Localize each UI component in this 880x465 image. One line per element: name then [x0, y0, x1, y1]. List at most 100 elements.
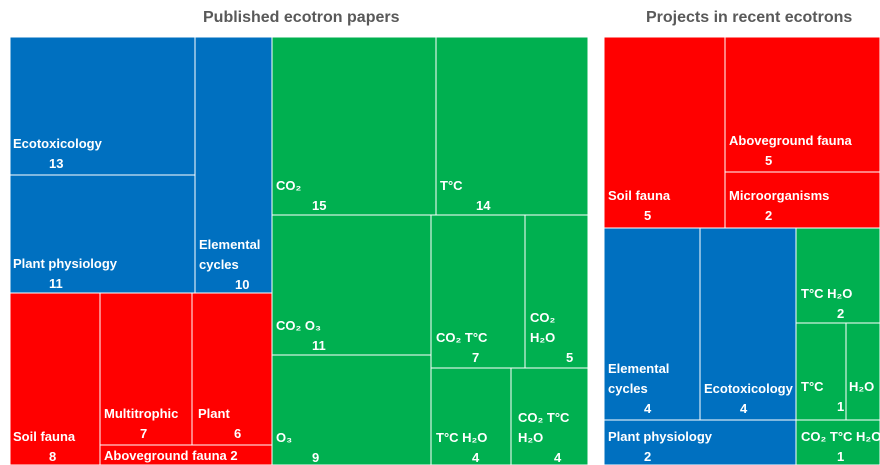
treemap-label-line: Aboveground fauna	[729, 133, 853, 148]
chart-title-projects: Projects in recent ecotrons	[646, 9, 853, 26]
treemap-label-line: 2	[765, 208, 772, 223]
treemap-label-ecotoxicology-13: Ecotoxicology 13	[13, 136, 103, 171]
treemap-label-line: 5	[765, 153, 772, 168]
treemap-cell-t-c-h-o-4	[430, 367, 512, 465]
treemap-label-line: 11	[49, 276, 63, 291]
treemap-label-line: 7	[472, 350, 479, 365]
treemap-label-line: Soil fauna	[608, 188, 671, 203]
treemap-label-line: Elemental	[608, 361, 669, 376]
treemap-cell-ecotoxicology-4	[699, 227, 797, 421]
treemap-label-plant-physiology-2: Plant physiology 2	[608, 429, 713, 464]
treemap-label-line: H₂O	[530, 330, 555, 345]
treemap-label-line: CO₂	[276, 178, 302, 193]
treemap-cell-t-c-1	[795, 322, 847, 421]
treemap-label-co-t-c-h-o-1: CO₂ T°C H₂O 1	[801, 429, 880, 464]
treemap-cell-t-c-h-o-2	[795, 227, 880, 324]
treemap-label-soil-fauna-5: Soil fauna 5	[608, 188, 671, 223]
treemap-label-line: T°C	[801, 379, 824, 394]
treemap-label-line: T°C H₂O	[801, 286, 852, 301]
treemap-cell-co-t-c-h-o-1	[795, 419, 880, 465]
treemap-cell-co-t-c-4	[510, 367, 589, 465]
treemap-label-line: 6	[234, 426, 241, 441]
treemap-cell-microorganisms-2	[724, 171, 880, 229]
treemap-label-microorganisms-2: Microorganisms 2	[729, 188, 829, 223]
treemap-label-co-15: CO₂ 15	[276, 178, 326, 213]
treemap-cell-ecotoxicology-13	[9, 36, 196, 176]
treemap-label-line: 1	[837, 449, 844, 464]
treemap-label-multitrophic-7: Multitrophic 7	[104, 406, 178, 441]
treemap-cell-plant-physiology-11	[9, 174, 196, 294]
treemap-label-line: Plant	[198, 406, 230, 421]
treemap-label-line: Aboveground fauna 2	[104, 448, 238, 463]
treemap-label-line: Plant physiology	[608, 429, 713, 444]
treemap-label-line: CO₂ T°C	[518, 410, 570, 425]
treemap-label-elemental-4: Elemental cycles 4	[608, 361, 669, 416]
treemap-label-soil-fauna-8: Soil fauna 8	[13, 429, 76, 464]
treemap-label-line: 14	[476, 198, 491, 213]
treemap-cell-o-9	[271, 354, 432, 465]
treemap-label-line: H₂O	[518, 430, 543, 445]
treemap-label-line: cycles	[199, 257, 239, 272]
treemap-label-line: T°C	[440, 178, 463, 193]
treemap-label-line: 11	[312, 338, 326, 353]
treemap-label-line: CO₂ T°C	[436, 330, 488, 345]
treemap-label-t-c-14: T°C 14	[440, 178, 491, 213]
treemap-label-line: O₃	[276, 430, 292, 445]
treemap-label-aboveground-fauna-5: Aboveground fauna 5	[729, 133, 853, 168]
treemap-label-line: 4	[740, 401, 748, 416]
treemap-label-line: 8	[49, 449, 56, 464]
treemap-cell-co-o-11	[271, 214, 432, 356]
treemap-label-line: 7	[140, 426, 147, 441]
treemap-label-line: Ecotoxicology	[704, 381, 794, 396]
treemap-label-co-o-11: CO₂ O₃ 11	[276, 318, 326, 353]
treemap-label-line: CO₂ T°C H₂O	[801, 429, 880, 444]
treemap-label-line: 4	[472, 450, 480, 465]
treemap-label-line: 4	[554, 450, 562, 465]
treemap-label-elemental-10: Elemental cycles 10	[199, 237, 260, 292]
treemap-label-plant-physiology-11: Plant physiology 11	[13, 256, 118, 291]
treemap-cell-plant-physiology-2	[603, 419, 797, 465]
treemap-cell-co-t-c-7	[430, 214, 526, 369]
treemap-label-line: H₂O	[849, 379, 874, 394]
chart-title-published: Published ecotron papers	[203, 9, 400, 26]
treemap-label-line: Multitrophic	[104, 406, 178, 421]
treemap-label-line: CO₂ O₃	[276, 318, 321, 333]
treemap-cell-multitrophic-7	[99, 292, 193, 446]
treemap-label-t-c-h-o-4: T°C H₂O 4	[436, 430, 487, 465]
treemap-label-plant-6: Plant 6	[198, 406, 241, 441]
treemap-label-line: Plant physiology	[13, 256, 118, 271]
treemap-label-line: 15	[312, 198, 326, 213]
treemap-cell-t-c-14	[435, 36, 589, 216]
treemap-label-line: cycles	[608, 381, 648, 396]
treemap-label-t-c-h-o-2: T°C H₂O 2	[801, 286, 852, 321]
treemap-label-line: T°C H₂O	[436, 430, 487, 445]
treemap-label-line: Ecotoxicology	[13, 136, 103, 151]
treemap-cell-plant-6	[191, 292, 273, 446]
treemap-label-line: 5	[566, 350, 573, 365]
treemap-cell-h-o-1	[845, 322, 880, 421]
treemap-cell-elemental-10	[194, 36, 273, 294]
treemap-label-line: 5	[644, 208, 651, 223]
treemap-label-t-c-1: T°C 1	[801, 379, 844, 414]
treemap-cell-co-5	[524, 214, 589, 369]
treemap-label-co-t-c-7: CO₂ T°C 7	[436, 330, 488, 365]
treemap-label-line: Microorganisms	[729, 188, 829, 203]
treemap-label-aboveground-fauna-2-2: Aboveground fauna 2	[104, 448, 238, 463]
treemap-label-line: 2	[644, 449, 651, 464]
treemap-label-co-5: CO₂ H₂O 5	[530, 310, 573, 365]
treemap-label-line: 2	[837, 306, 844, 321]
treemap-cell-aboveground-fauna-5	[724, 36, 880, 173]
treemap-cell-soil-fauna-5	[603, 36, 726, 229]
treemap-label-line: Soil fauna	[13, 429, 76, 444]
treemap-label-line: 1	[837, 399, 844, 414]
treemap-cell-soil-fauna-8	[9, 292, 101, 465]
treemap-label-line: 4	[644, 401, 652, 416]
treemap-cell-elemental-4	[603, 227, 701, 421]
treemap-label-co-t-c-4: CO₂ T°C H₂O 4	[518, 410, 570, 465]
treemap-cell-co-15	[271, 36, 437, 216]
treemap-label-line: 13	[49, 156, 63, 171]
treemap-label-line: 9	[312, 450, 319, 465]
treemap-label-line: CO₂	[530, 310, 556, 325]
